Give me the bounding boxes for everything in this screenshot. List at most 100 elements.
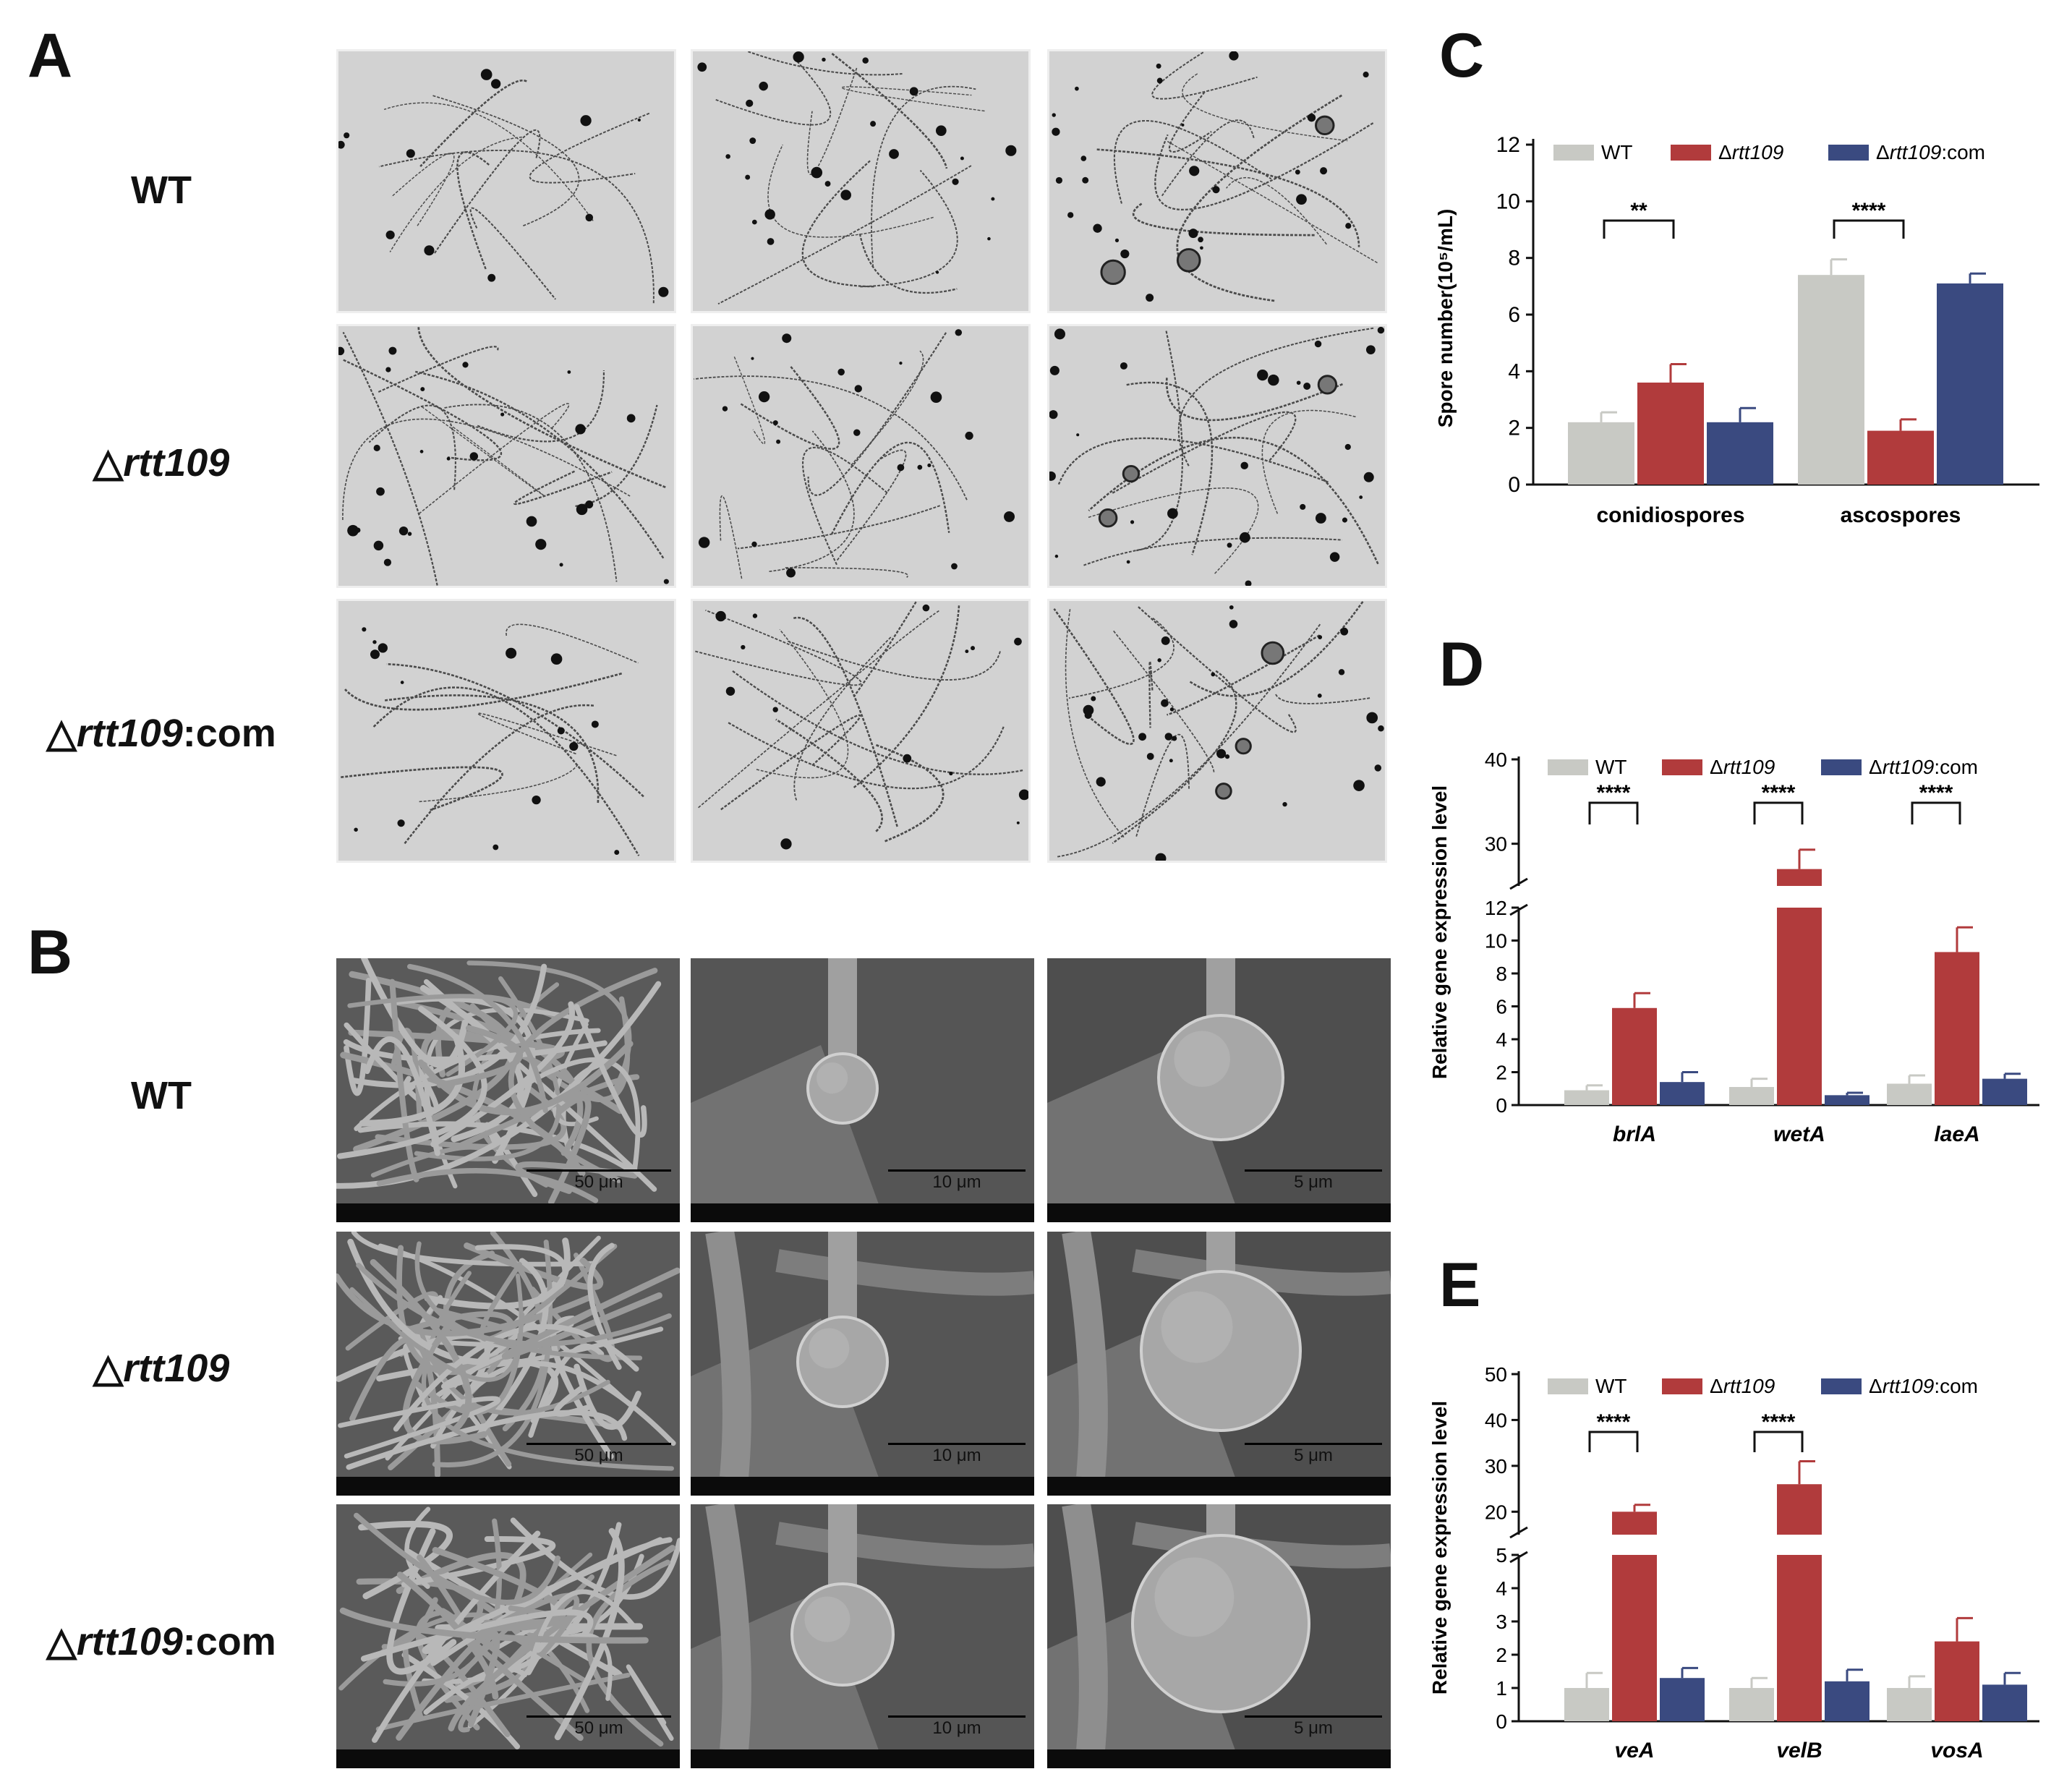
- panel-label-c: C: [1439, 21, 1485, 90]
- micrograph-sem-r3-c1: 50 μm: [336, 1504, 680, 1768]
- row-label-complement-b: △rtt109:com: [46, 1620, 276, 1663]
- scale-bar: [1245, 1715, 1382, 1718]
- micrograph-sem-r1-c1: 50 μm: [336, 958, 680, 1222]
- y-tick-label: 0: [1496, 1710, 1507, 1733]
- legend-swatch: [1821, 1378, 1862, 1394]
- significance-bracket: [1753, 801, 1804, 824]
- legend-label: Δrtt109:com: [1869, 756, 1978, 778]
- scale-bar: [526, 1443, 671, 1445]
- scale-bar-label: 5 μm: [1294, 1718, 1333, 1738]
- row-label-mutant-a: △rtt109: [93, 441, 230, 485]
- significance-bracket: [1833, 219, 1905, 239]
- bar: [1777, 908, 1822, 1105]
- micrograph-light-r3-c3: [1047, 599, 1387, 863]
- significance-label: ****: [1762, 1410, 1796, 1434]
- micrograph-sem-r2-c2: 10 μm: [691, 1232, 1034, 1496]
- bar: [1867, 430, 1934, 485]
- y-tick-label: 3: [1496, 1611, 1507, 1633]
- scale-bar: [888, 1443, 1026, 1445]
- scale-bar-label: 50 μm: [574, 1718, 623, 1738]
- y-tick-label: 2: [1508, 417, 1520, 440]
- axis-break-mark: [1509, 1526, 1528, 1539]
- axis-break-mark: [1509, 877, 1528, 890]
- bar: [1825, 1095, 1870, 1105]
- significance-bracket: [1588, 1431, 1639, 1452]
- scale-bar-label: 50 μm: [574, 1446, 623, 1465]
- legend-label: WT: [1601, 141, 1633, 163]
- scale-bar: [526, 1715, 671, 1718]
- significance-label: ****: [1919, 781, 1953, 805]
- y-tick-label: 4: [1496, 1577, 1507, 1600]
- gene-expression-chart-d: 0 2 4 6 8 10 12 30 40 Relative gene expression le…: [1428, 749, 2039, 1146]
- category-label: conidiospores: [1596, 503, 1744, 527]
- scale-bar-label: 10 μm: [932, 1172, 981, 1192]
- sem-info-bar: [1047, 1749, 1391, 1768]
- panel-label-b: B: [27, 918, 73, 987]
- bar: [1982, 1684, 2027, 1721]
- legend-swatch: [1553, 145, 1594, 161]
- legend-swatch: [1548, 759, 1588, 775]
- legend-swatch: [1671, 145, 1711, 161]
- legend-label: Δrtt109:com: [1869, 1375, 1978, 1397]
- bar: [1612, 1555, 1657, 1721]
- legend-label: WT: [1595, 1375, 1627, 1397]
- bar: [1729, 1688, 1774, 1721]
- significance-bracket: [1753, 1431, 1804, 1452]
- micrograph-sem-r1-c3: 5 μm: [1047, 958, 1391, 1222]
- bar: [1707, 422, 1773, 485]
- bar: [1568, 422, 1634, 485]
- legend-swatch: [1548, 1378, 1588, 1394]
- legend-swatch: [1662, 759, 1702, 775]
- panel-label-d: D: [1439, 630, 1485, 699]
- y-tick-label: 4: [1496, 1028, 1507, 1051]
- scale-bar-label: 5 μm: [1294, 1172, 1333, 1192]
- micrograph-light-r1-c1: [336, 49, 676, 313]
- significance-bracket: [1603, 219, 1675, 239]
- sem-info-bar: [336, 1203, 680, 1222]
- panel-label-e: E: [1439, 1250, 1481, 1320]
- significance-label: ****: [1597, 1410, 1631, 1434]
- y-tick-label: 8: [1496, 963, 1507, 985]
- micrograph-light-r3-c1: [336, 599, 676, 863]
- scale-bar-label: 50 μm: [574, 1172, 623, 1192]
- bar: [1777, 869, 1822, 886]
- y-tick-label: 6: [1496, 996, 1507, 1018]
- micrograph-light-r1-c2: [691, 49, 1031, 313]
- row-label-wt-a: WT: [131, 169, 192, 212]
- bar: [1798, 275, 1864, 485]
- y-tick-label: 30: [1485, 833, 1507, 856]
- scale-bar-label: 10 μm: [932, 1718, 981, 1738]
- y-tick-label: 30: [1485, 1455, 1507, 1478]
- axis-break-mark: [1509, 903, 1528, 916]
- bar: [1935, 952, 1979, 1105]
- bar: [1564, 1090, 1609, 1105]
- micrograph-sem-r3-c2: 10 μm: [691, 1504, 1034, 1768]
- legend-label: Δrtt109: [1710, 1375, 1775, 1397]
- sem-info-bar: [336, 1477, 680, 1496]
- legend-label: Δrtt109:com: [1876, 141, 1985, 163]
- legend-swatch: [1828, 145, 1869, 161]
- category-label: veA: [1614, 1739, 1654, 1762]
- sem-info-bar: [691, 1203, 1034, 1222]
- y-tick-label: 2: [1496, 1644, 1507, 1666]
- y-tick-label: 20: [1485, 1501, 1507, 1523]
- panel-label-a: A: [27, 21, 73, 90]
- scale-bar: [888, 1169, 1026, 1172]
- scale-bar: [1245, 1169, 1382, 1172]
- bar: [1612, 1512, 1657, 1535]
- bar: [1637, 383, 1704, 485]
- y-tick-label: 40: [1485, 1409, 1507, 1431]
- bar: [1564, 1688, 1609, 1721]
- row-label-complement-a: △rtt109:com: [46, 712, 276, 755]
- category-label: velB: [1776, 1739, 1822, 1762]
- micrograph-light-r3-c2: [691, 599, 1031, 863]
- y-tick-label: 50: [1485, 1363, 1507, 1386]
- bar: [1825, 1681, 1870, 1721]
- bar: [1660, 1678, 1705, 1721]
- bar: [1887, 1083, 1932, 1105]
- legend-swatch: [1662, 1378, 1702, 1394]
- micrograph-light-r2-c1: [336, 324, 676, 588]
- legend-label: Δrtt109: [1710, 756, 1775, 778]
- y-tick-label: 0: [1508, 473, 1520, 497]
